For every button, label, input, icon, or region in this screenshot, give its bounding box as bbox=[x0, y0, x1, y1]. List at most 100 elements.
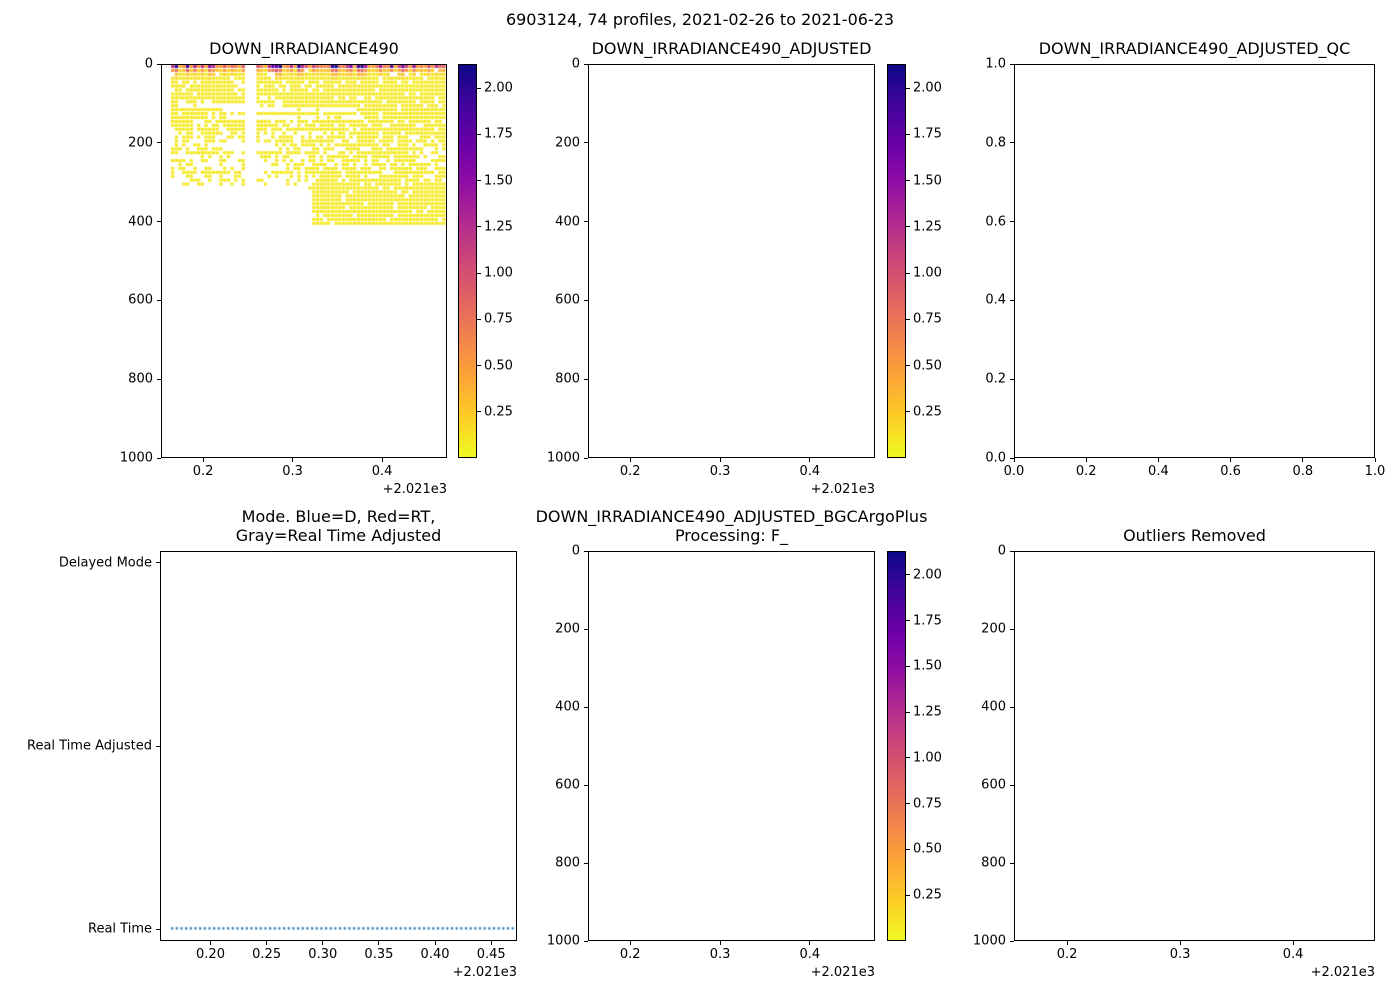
x-tick-mark bbox=[1085, 458, 1087, 462]
x-tick-label: 0.20 bbox=[196, 947, 225, 962]
colorbar-tick-mark bbox=[477, 87, 481, 89]
y-tick-mark bbox=[157, 299, 161, 301]
y-tick-label: 400 bbox=[128, 214, 153, 230]
y-tick-mark bbox=[157, 221, 161, 223]
x-tick-mark bbox=[1374, 458, 1376, 462]
x-tick-mark bbox=[1179, 941, 1181, 945]
y-tick-mark bbox=[1010, 550, 1014, 552]
y-tick-mark bbox=[584, 784, 588, 786]
y-tick-label: 0 bbox=[997, 543, 1006, 559]
colorbar-tick-mark bbox=[477, 365, 481, 367]
y-tick-label: 0.6 bbox=[985, 214, 1006, 230]
x-tick-mark bbox=[629, 941, 631, 945]
y-tick-label: 800 bbox=[555, 855, 580, 871]
colorbar-tick-mark bbox=[906, 620, 910, 622]
plot-title-bgcargoplus: DOWN_IRRADIANCE490_ADJUSTED_BGCArgoPlus … bbox=[535, 507, 928, 545]
y-tick-label: 200 bbox=[981, 621, 1006, 637]
y-tick-label: 600 bbox=[128, 292, 153, 308]
x-tick-mark bbox=[322, 941, 324, 945]
x-tick-label: 0.4 bbox=[1282, 947, 1304, 962]
colorbar-tick-label: 1.50 bbox=[913, 658, 942, 674]
y-tick-label: 0.8 bbox=[985, 135, 1006, 151]
scatter-canvas bbox=[161, 552, 516, 940]
plot-title-adjusted-qc: DOWN_IRRADIANCE490_ADJUSTED_QC bbox=[1038, 39, 1351, 58]
x-tick-mark bbox=[719, 458, 721, 462]
y-tick-label: 1.0 bbox=[985, 56, 1006, 72]
colorbar-tick-label: 1.50 bbox=[484, 173, 513, 189]
colorbar-tick-label: 0.25 bbox=[913, 404, 942, 420]
plot-outliers-removed bbox=[1014, 551, 1375, 941]
x-axis-offset-text: +2.021e3 bbox=[452, 965, 517, 980]
y-tick-mark bbox=[156, 928, 160, 930]
y-tick-mark bbox=[1010, 221, 1014, 223]
x-tick-label: 0.40 bbox=[420, 947, 450, 962]
colorbar-tick-label: 1.50 bbox=[913, 173, 942, 189]
colorbar-tick-mark bbox=[906, 226, 910, 228]
x-axis-offset-text: +2.021e3 bbox=[1310, 965, 1375, 980]
heatmap-canvas bbox=[162, 65, 446, 457]
x-tick-label: 0.30 bbox=[308, 947, 338, 962]
colorbar-tick-label: 0.50 bbox=[484, 358, 513, 374]
y-tick-label: 400 bbox=[981, 699, 1006, 715]
plot-adjusted-qc bbox=[1014, 64, 1375, 458]
x-tick-label: 0.6 bbox=[1220, 464, 1241, 479]
y-tick-label: 400 bbox=[555, 214, 580, 230]
x-tick-label: 0.35 bbox=[364, 947, 394, 962]
y-tick-label: 0 bbox=[571, 543, 580, 559]
x-tick-label: 1.0 bbox=[1364, 464, 1386, 479]
y-tick-mark bbox=[584, 862, 588, 864]
y-tick-label: 0.2 bbox=[985, 371, 1006, 387]
colorbar-tick-mark bbox=[906, 318, 910, 320]
y-tick-label: 200 bbox=[555, 621, 580, 637]
y-tick-label: Delayed Mode bbox=[58, 555, 152, 571]
x-axis-offset-text: +2.021e3 bbox=[810, 965, 875, 980]
x-tick-label: 0.2 bbox=[1056, 947, 1078, 962]
x-tick-mark bbox=[809, 941, 811, 945]
plot-title-mode: Mode. Blue=D, Red=RT, Gray=Real Time Adj… bbox=[235, 507, 442, 545]
x-tick-label: 0.25 bbox=[252, 947, 282, 962]
x-tick-label: 0.4 bbox=[371, 464, 393, 479]
x-tick-label: 0.45 bbox=[476, 947, 506, 962]
y-tick-mark bbox=[584, 378, 588, 380]
x-tick-mark bbox=[292, 458, 294, 462]
colorbar-tick-mark bbox=[906, 803, 910, 805]
plot-down-irradiance490 bbox=[161, 64, 447, 458]
x-tick-mark bbox=[1157, 458, 1159, 462]
y-tick-label: 200 bbox=[555, 135, 580, 151]
y-tick-mark bbox=[1010, 706, 1014, 708]
plot-adjusted bbox=[588, 64, 875, 458]
colorbar bbox=[887, 551, 906, 941]
x-axis-offset-text: +2.021e3 bbox=[382, 482, 447, 497]
y-tick-label: Real Time bbox=[88, 921, 152, 937]
x-tick-mark bbox=[381, 458, 383, 462]
y-tick-mark bbox=[157, 457, 161, 459]
colorbar-tick-label: 2.00 bbox=[484, 80, 513, 96]
y-tick-label: 0.4 bbox=[985, 292, 1006, 308]
y-tick-mark bbox=[1010, 142, 1014, 144]
plot-bgcargoplus bbox=[588, 551, 875, 941]
figure-suptitle: 6903124, 74 profiles, 2021-02-26 to 2021… bbox=[505, 10, 895, 29]
y-tick-label: 800 bbox=[555, 371, 580, 387]
x-tick-label: 0.2 bbox=[619, 947, 641, 962]
colorbar-tick-mark bbox=[906, 87, 910, 89]
x-tick-mark bbox=[1302, 458, 1304, 462]
y-tick-mark bbox=[584, 221, 588, 223]
colorbar bbox=[887, 64, 906, 458]
y-tick-label: 0 bbox=[571, 56, 580, 72]
colorbar-tick-mark bbox=[477, 411, 481, 413]
y-tick-label: 800 bbox=[128, 371, 153, 387]
colorbar bbox=[458, 64, 477, 458]
y-tick-label: 1000 bbox=[546, 450, 580, 466]
x-tick-mark bbox=[719, 941, 721, 945]
colorbar-tick-label: 0.25 bbox=[484, 404, 513, 420]
x-tick-label: 0.4 bbox=[1148, 464, 1169, 479]
colorbar-tick-label: 1.75 bbox=[484, 126, 513, 142]
x-tick-mark bbox=[1013, 458, 1015, 462]
colorbar-tick-label: 1.25 bbox=[913, 219, 942, 235]
colorbar-tick-mark bbox=[477, 180, 481, 182]
colorbar-tick-mark bbox=[906, 272, 910, 274]
y-tick-mark bbox=[584, 550, 588, 552]
x-tick-mark bbox=[1230, 458, 1232, 462]
y-tick-mark bbox=[584, 706, 588, 708]
colorbar-tick-label: 0.25 bbox=[913, 887, 942, 903]
